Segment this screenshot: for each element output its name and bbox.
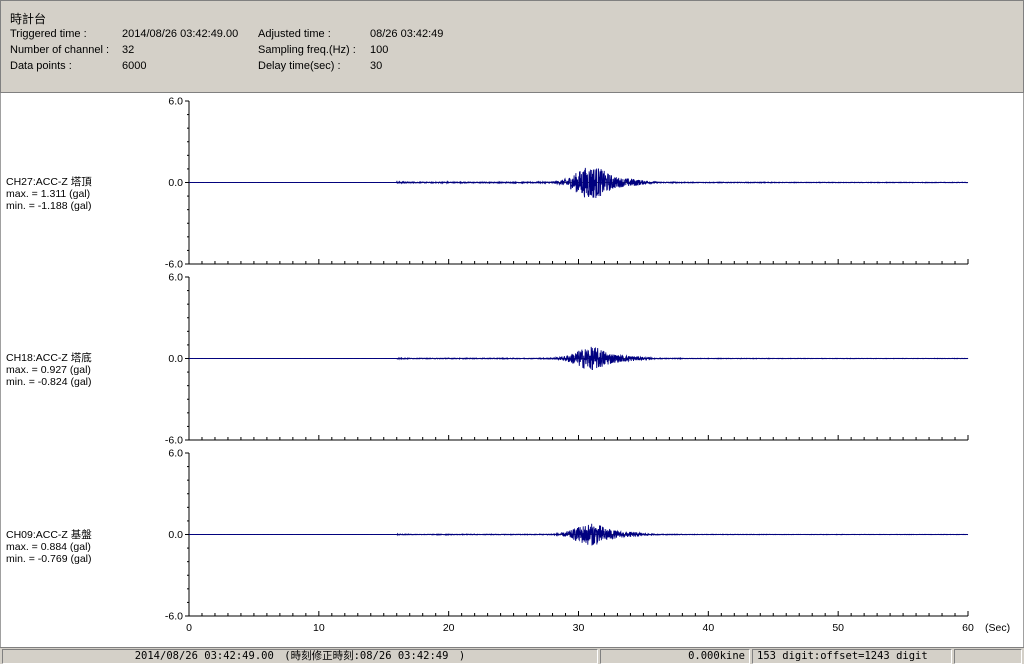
sampling-freq-label: Sampling freq.(Hz) : bbox=[258, 44, 356, 56]
channel-count-label: Number of channel : bbox=[10, 44, 110, 56]
channel-max: max. = 0.927 (gal) bbox=[6, 364, 91, 376]
waveform-chart: 6.00.0-6.06.00.0-6.06.00.0-6.00 10 20 30 40 5… bbox=[165, 96, 1010, 635]
x-tick-label: 10 bbox=[313, 622, 325, 634]
channel-min: min. = -0.824 (gal) bbox=[6, 376, 92, 388]
data-points-label: Data points : bbox=[10, 60, 72, 72]
status-extra-pane bbox=[954, 649, 1022, 664]
waveform-plot-area: 6.0 0.0 -6.0 6.0 0.0 -6.0 6.0 0.0 -6.0 0 10 20 30 40 5… bbox=[0, 93, 1024, 647]
channel-max: max. = 0.884 (gal) bbox=[6, 541, 91, 553]
channel-label-1: CH27:ACC-Z 塔頂 max. = 1.311 (gal) min. = … bbox=[6, 176, 92, 212]
y-tick-label: 6.0 bbox=[168, 96, 183, 108]
x-tick-label: 30 bbox=[573, 622, 585, 634]
adjusted-time-label: Adjusted time : bbox=[258, 28, 331, 40]
delay-time-value: 30 bbox=[370, 60, 383, 72]
status-time: 2014/08/26 03:42:49.00 (時刻修正時刻:08/26 03:… bbox=[2, 649, 598, 664]
y-tick-label: 6.0 bbox=[168, 272, 183, 284]
y-tick-label: 0.0 bbox=[168, 177, 183, 189]
y-tick-label: 6.0 bbox=[168, 448, 183, 460]
triggered-time-label: Triggered time : bbox=[10, 28, 87, 40]
x-axis-label: (Sec) bbox=[985, 622, 1010, 634]
channel-name: CH09:ACC-Z 基盤 bbox=[6, 529, 92, 541]
status-digit: 153 digit:offset=1243 digit bbox=[752, 649, 952, 664]
channel-min: min. = -0.769 (gal) bbox=[6, 553, 92, 565]
channel-count-value: 32 bbox=[122, 44, 135, 56]
sampling-freq-value: 100 bbox=[370, 44, 389, 56]
y-tick-label: -6.0 bbox=[165, 435, 183, 447]
y-tick-label: -6.0 bbox=[165, 611, 183, 623]
header-panel: 時計台 Triggered time : 2014/08/26 03:42:49… bbox=[0, 0, 1024, 93]
channel-max: max. = 1.311 (gal) bbox=[6, 188, 91, 200]
x-tick-label: 60 bbox=[962, 622, 974, 634]
channel-label-3: CH09:ACC-Z 基盤 max. = 0.884 (gal) min. = … bbox=[6, 529, 92, 565]
delay-time-label: Delay time(sec) : bbox=[258, 60, 341, 72]
x-tick-label: 0 bbox=[186, 622, 192, 634]
x-tick-label: 20 bbox=[443, 622, 455, 634]
x-tick-label: 50 bbox=[832, 622, 844, 634]
waveform-series bbox=[189, 346, 969, 371]
y-tick-label: 0.0 bbox=[168, 353, 183, 365]
station-title: 時計台 bbox=[10, 12, 47, 26]
data-points-value: 6000 bbox=[122, 60, 147, 72]
channel-name: CH18:ACC-Z 塔底 bbox=[6, 352, 92, 364]
y-tick-label: 0.0 bbox=[168, 529, 183, 541]
status-velocity: 0.000kine bbox=[600, 649, 750, 664]
channel-label-2: CH18:ACC-Z 塔底 max. = 0.927 (gal) min. = … bbox=[6, 352, 92, 388]
status-bar: 2014/08/26 03:42:49.00 (時刻修正時刻:08/26 03:… bbox=[0, 647, 1024, 664]
y-tick-label: -6.0 bbox=[165, 259, 183, 271]
channel-min: min. = -1.188 (gal) bbox=[6, 200, 92, 212]
waveform-series bbox=[188, 523, 969, 546]
waveform-series bbox=[188, 167, 969, 199]
channel-name: CH27:ACC-Z 塔頂 bbox=[6, 176, 92, 188]
x-tick-label: 40 bbox=[702, 622, 714, 634]
triggered-time-value: 2014/08/26 03:42:49.00 bbox=[122, 28, 239, 40]
adjusted-time-value: 08/26 03:42:49 bbox=[370, 28, 444, 40]
